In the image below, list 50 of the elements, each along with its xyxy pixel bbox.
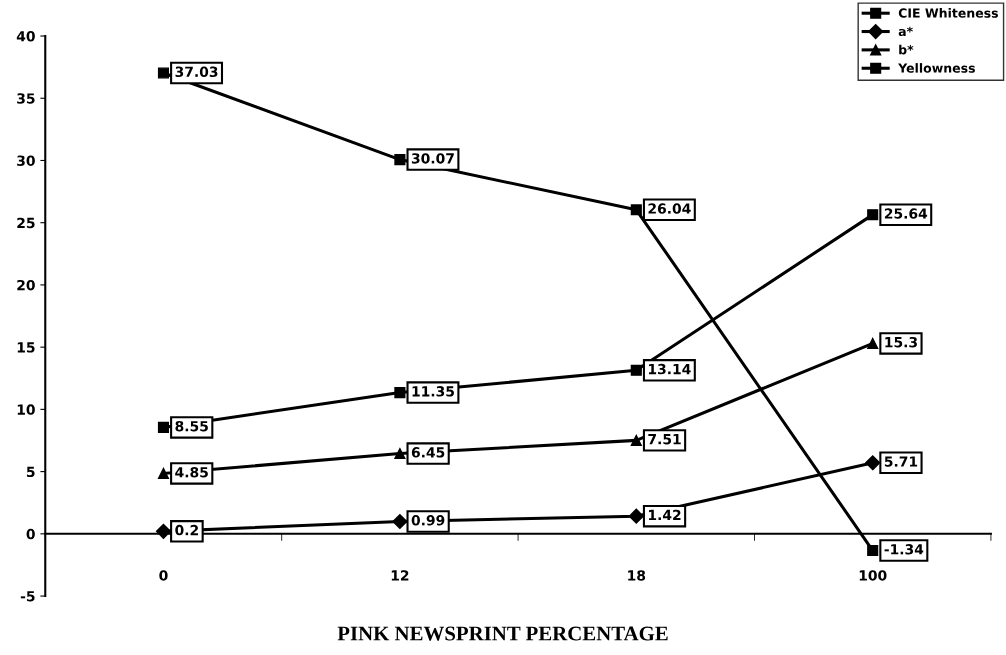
data-label: 15.3	[885, 336, 917, 348]
data-label: 6.45	[411, 447, 445, 458]
data-label: 37.03	[175, 66, 218, 78]
data-label: 11.35	[412, 386, 454, 397]
x-axis-title: PINK NEWSPRINT PERCENTAGE	[337, 626, 668, 641]
legend-label: CIE Whiteness	[898, 8, 998, 18]
data-label: 0.99	[411, 515, 445, 526]
y-tick-label: -5	[20, 591, 35, 602]
data-label: 13.14	[648, 363, 691, 375]
point	[867, 337, 879, 349]
data-label: 1.42	[648, 509, 681, 520]
y-tick-label: 25	[17, 217, 35, 229]
y-tick-label: 15	[17, 342, 35, 353]
point	[630, 204, 642, 216]
point	[157, 467, 170, 480]
point	[628, 508, 644, 524]
point	[157, 421, 170, 433]
y-tick-label: 10	[17, 404, 35, 415]
legend-label: Yellowness	[898, 63, 975, 73]
data-label: 0.2	[175, 524, 198, 536]
point	[157, 67, 170, 79]
point	[867, 544, 879, 557]
data-label: 30.07	[411, 153, 454, 164]
y-tick-label: 20	[17, 279, 35, 291]
y-tick-label: 5	[26, 466, 35, 478]
point	[394, 447, 406, 460]
data-label: 25.64	[884, 208, 928, 219]
data-label: 26.04	[648, 203, 691, 214]
point	[392, 513, 408, 530]
legend-label: b*	[899, 44, 914, 55]
y-tick-label: 0	[26, 528, 35, 540]
y-tick-label: 40	[16, 30, 35, 42]
y-tick-label: 35	[17, 93, 35, 104]
legend-label: a*	[898, 26, 913, 37]
point	[394, 387, 406, 399]
x-tick-label: 18	[628, 570, 646, 581]
data-label: 7.51	[648, 434, 681, 445]
x-tick-label: 12	[391, 570, 409, 581]
data-label: 4.85	[175, 466, 208, 478]
data-label: 8.55	[175, 420, 208, 432]
y-tick-label: 30	[17, 155, 35, 166]
x-tick-label: 0	[159, 570, 168, 581]
data-label: -1.34	[884, 544, 924, 555]
point	[394, 154, 406, 166]
point	[865, 455, 881, 471]
data-label: 5.71	[884, 456, 918, 467]
point	[630, 364, 642, 376]
point	[630, 434, 642, 446]
point	[867, 209, 879, 221]
x-tick-label: 100	[859, 570, 887, 581]
